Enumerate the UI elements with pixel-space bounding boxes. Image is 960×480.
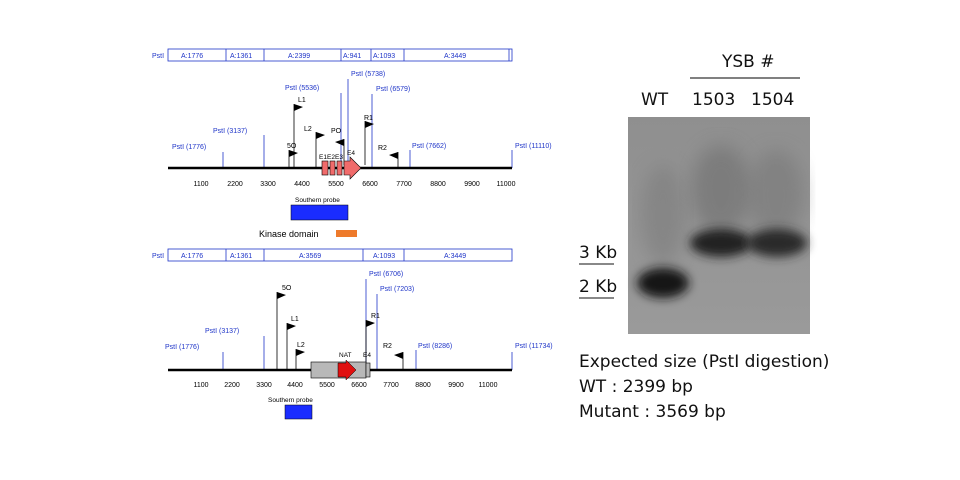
mut-tick-1100: 1100 bbox=[193, 382, 208, 389]
wt-site-1776: PstI (1776) bbox=[172, 144, 206, 151]
mut-primer-l2: L2 bbox=[297, 342, 305, 349]
wt-primer-5o: 5O bbox=[287, 143, 297, 150]
wt-restriction-strip: PstI A:1776 A:1361 A:2399 A:941 A:1093 A… bbox=[152, 48, 513, 62]
mut-strip-frag-5: A:3449 bbox=[444, 253, 466, 260]
gel-bands bbox=[637, 145, 807, 298]
wt-tick-6600: 6600 bbox=[362, 181, 378, 188]
lane-label-wt: WT bbox=[641, 90, 669, 110]
wt-primer-r2: R2 bbox=[378, 145, 387, 152]
wt-strip-frag-3: A:2399 bbox=[288, 53, 310, 60]
wt-primer-po: PO bbox=[331, 128, 342, 135]
mut-tick-8800: 8800 bbox=[415, 382, 431, 389]
band-wt bbox=[637, 268, 689, 298]
mut-tick-11000: 11000 bbox=[479, 382, 498, 389]
mut-tick-7700: 7700 bbox=[383, 382, 399, 389]
mut-tick-3300: 3300 bbox=[256, 382, 272, 389]
marker-3kb: 3 Kb bbox=[579, 243, 618, 263]
mut-primer-5o: 5O bbox=[282, 285, 292, 292]
wt-tick-5500: 5500 bbox=[328, 181, 344, 188]
mut-strip-pst: PstI bbox=[152, 253, 164, 260]
wt-exon-e1: E1 bbox=[319, 154, 327, 161]
wt-strip-frag-5: A:1093 bbox=[373, 53, 395, 60]
mut-southern-probe: Southern probe bbox=[268, 397, 313, 420]
nat-label: NAT bbox=[339, 352, 352, 359]
mut-site-8286: PstI (8286) bbox=[418, 343, 452, 350]
wild-type-locus-map: PstI A:1776 A:1361 A:2399 A:941 A:1093 A… bbox=[152, 48, 552, 239]
expected-size-wt: WT : 2399 bp bbox=[579, 377, 693, 397]
wt-tick-11000: 11000 bbox=[497, 181, 516, 188]
wt-exon-e2: E2 bbox=[327, 154, 335, 161]
wt-primer-l2: L2 bbox=[304, 126, 312, 133]
kinase-domain-label: Kinase domain bbox=[259, 229, 319, 239]
wt-probe-label: Southern probe bbox=[295, 197, 340, 204]
band-1504 bbox=[747, 229, 807, 257]
wt-site-3137: PstI (3137) bbox=[213, 128, 247, 135]
marker-2kb: 2 Kb bbox=[579, 277, 618, 297]
wt-primer-l1: L1 bbox=[298, 97, 306, 104]
southern-blot bbox=[579, 77, 810, 334]
mut-pst-sites: PstI (1776) PstI (3137) PstI (6706) PstI… bbox=[165, 271, 553, 370]
mut-site-7203: PstI (7203) bbox=[380, 286, 414, 293]
wt-primers: L1 L2 5O PO R1 R2 bbox=[287, 97, 399, 168]
wt-site-11110: PstI (11110) bbox=[515, 143, 552, 150]
wt-tick-7700: 7700 bbox=[396, 181, 412, 188]
lane-label-1503: 1503 bbox=[692, 90, 736, 110]
wt-exons: E1 E2 E3 E4 bbox=[319, 150, 362, 180]
mut-tick-6600: 6600 bbox=[351, 382, 367, 389]
mut-primer-r2: R2 bbox=[383, 343, 392, 350]
ysb-group-label: YSB # bbox=[722, 52, 775, 72]
wt-strip-frag-2: A:1361 bbox=[230, 53, 252, 60]
nat-cassette: NAT E4 bbox=[310, 352, 371, 381]
mut-ruler: 1100 2200 3300 4400 5500 6600 7700 8800 … bbox=[193, 382, 497, 389]
mut-site-11734: PstI (11734) bbox=[515, 343, 553, 350]
band-1503 bbox=[690, 229, 752, 257]
wt-tick-9900: 9900 bbox=[464, 181, 480, 188]
wt-tick-1100: 1100 bbox=[193, 181, 208, 188]
mut-primers: 5O L1 L2 R1 R2 bbox=[276, 285, 404, 370]
mut-site-3137: PstI (3137) bbox=[205, 328, 239, 335]
wt-strip-pst: PstI bbox=[152, 53, 164, 60]
mut-strip-frag-4: A:1093 bbox=[373, 253, 395, 260]
mut-tick-9900: 9900 bbox=[448, 382, 464, 389]
mut-tick-5500: 5500 bbox=[319, 382, 335, 389]
wt-tick-8800: 8800 bbox=[430, 181, 446, 188]
mut-exon-e4: E4 bbox=[363, 352, 371, 359]
expected-size-title: Expected size (PstI digestion) bbox=[579, 352, 830, 372]
mut-probe-label: Southern probe bbox=[268, 397, 313, 404]
mut-restriction-strip: PstI A:1776 A:1361 A:3569 A:1093 A:3449 bbox=[152, 248, 513, 262]
wt-site-5738: PstI (5738) bbox=[351, 71, 385, 78]
wt-exon-e4: E4 bbox=[347, 150, 355, 157]
wt-strip-frag-6: A:3449 bbox=[444, 53, 466, 60]
mut-tick-4400: 4400 bbox=[287, 382, 303, 389]
wt-southern-probe: Southern probe bbox=[290, 197, 349, 221]
wt-tick-2200: 2200 bbox=[227, 181, 243, 188]
mut-strip-frag-3: A:3569 bbox=[299, 253, 321, 260]
mut-tick-2200: 2200 bbox=[224, 382, 240, 389]
expected-size-mutant: Mutant : 3569 bp bbox=[579, 402, 726, 422]
wt-site-7662: PstI (7662) bbox=[412, 143, 446, 150]
wt-site-5536: PstI (5536) bbox=[285, 85, 319, 92]
wt-exon-e3: E3 bbox=[335, 154, 343, 161]
mut-site-1776: PstI (1776) bbox=[165, 344, 199, 351]
mutant-locus-map: PstI A:1776 A:1361 A:3569 A:1093 A:3449 … bbox=[152, 248, 553, 420]
wt-strip-frag-4: A:941 bbox=[343, 53, 361, 60]
mut-strip-frag-2: A:1361 bbox=[230, 253, 252, 260]
mut-strip-frag-1: A:1776 bbox=[181, 253, 203, 260]
mut-primer-r1: R1 bbox=[371, 313, 380, 320]
mut-primer-l1: L1 bbox=[291, 316, 299, 323]
wt-strip-frag-1: A:1776 bbox=[181, 53, 203, 60]
wt-ruler: 1100 2200 3300 4400 5500 6600 7700 8800 … bbox=[193, 181, 515, 188]
wt-tick-4400: 4400 bbox=[294, 181, 310, 188]
wt-pst-sites: PstI (1776) PstI (3137) PstI (5536) PstI… bbox=[172, 71, 552, 168]
lane-label-1504: 1504 bbox=[751, 90, 795, 110]
wt-kinase-domain: Kinase domain bbox=[259, 229, 357, 239]
wt-site-6579: PstI (6579) bbox=[376, 86, 410, 93]
mut-site-6706: PstI (6706) bbox=[369, 271, 403, 278]
wt-primer-r1: R1 bbox=[364, 115, 373, 122]
wt-tick-3300: 3300 bbox=[260, 181, 276, 188]
